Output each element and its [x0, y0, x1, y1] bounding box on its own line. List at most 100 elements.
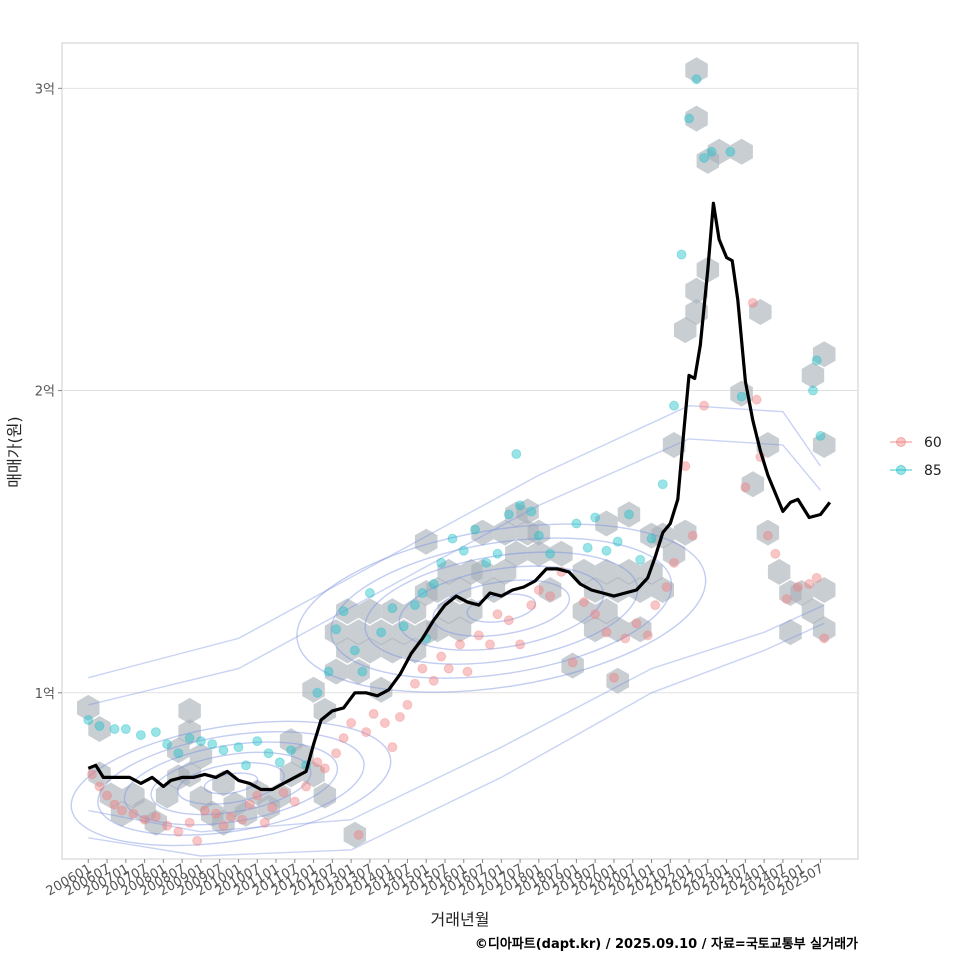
- point-60: [312, 757, 323, 768]
- point-60: [225, 811, 236, 822]
- point-60: [515, 639, 526, 650]
- point-60: [319, 763, 330, 774]
- hex-bin: [801, 598, 825, 625]
- hex-bin: [313, 697, 337, 724]
- hex-bin: [99, 782, 123, 809]
- density-contour: [123, 741, 339, 826]
- hex-bin: [756, 519, 780, 546]
- point-85: [364, 588, 375, 599]
- point-60: [526, 600, 537, 611]
- density-contour-band: [88, 438, 822, 706]
- point-60: [387, 742, 398, 753]
- hex-bin: [617, 558, 641, 585]
- density-contour: [330, 537, 673, 679]
- hex-bin: [685, 277, 708, 304]
- point-60: [436, 651, 447, 662]
- point-85: [312, 687, 323, 698]
- hex-bin: [583, 616, 607, 643]
- point-85: [184, 733, 195, 744]
- hex-bin: [629, 577, 652, 603]
- hex-bin: [167, 737, 190, 764]
- hex-bin: [662, 540, 686, 567]
- point-60: [578, 597, 589, 608]
- point-60: [747, 297, 758, 308]
- point-85: [807, 385, 818, 396]
- hex-bin: [493, 519, 517, 546]
- point-85: [357, 666, 368, 677]
- point-60: [751, 394, 762, 405]
- y-axis-title: 매매가(원): [5, 416, 24, 487]
- point-60: [473, 630, 484, 641]
- hex-bin: [741, 471, 765, 498]
- legend-label-85: 85: [924, 463, 942, 479]
- hex-bin: [414, 528, 438, 555]
- point-85: [150, 727, 161, 738]
- point-60: [781, 594, 792, 605]
- point-60: [590, 609, 601, 620]
- point-85: [571, 518, 582, 529]
- hex-bin: [343, 821, 367, 848]
- density-contour-band: [88, 622, 825, 857]
- x-axis-ticks: 2006012006072007012007072008012008072009…: [44, 859, 826, 899]
- point-85: [338, 606, 349, 617]
- point-85: [492, 548, 503, 559]
- point-60: [770, 548, 781, 559]
- hex-bin: [324, 658, 348, 685]
- point-60: [139, 814, 150, 825]
- hex-bin: [550, 540, 573, 567]
- point-85: [699, 152, 710, 163]
- point-85: [582, 542, 593, 553]
- point-60: [443, 663, 454, 674]
- hex-bin: [572, 598, 596, 625]
- point-60: [804, 578, 815, 589]
- point-60: [687, 530, 698, 541]
- point-85: [684, 113, 695, 124]
- point-60: [545, 591, 556, 602]
- point-85: [323, 666, 334, 677]
- grid: [62, 87, 858, 694]
- point-60: [699, 400, 710, 411]
- point-85: [526, 506, 537, 517]
- hex-bin: [730, 138, 753, 165]
- point-60: [259, 817, 270, 828]
- hex-bin: [812, 432, 836, 458]
- hex-bin: [812, 616, 836, 643]
- point-85: [398, 621, 409, 632]
- density-contour: [177, 762, 285, 805]
- point-60: [361, 727, 372, 738]
- point-60: [601, 627, 612, 638]
- point-60: [87, 769, 98, 780]
- point-60: [417, 663, 428, 674]
- point-60: [402, 699, 413, 710]
- hex-bin: [629, 616, 652, 643]
- point-85: [601, 545, 612, 556]
- point-60: [567, 657, 578, 668]
- point-60: [462, 666, 473, 677]
- point-85: [815, 430, 826, 441]
- point-85: [387, 603, 398, 614]
- hex-bin: [505, 540, 528, 567]
- point-85: [94, 721, 105, 732]
- point-85: [811, 355, 822, 366]
- point-85: [657, 479, 668, 490]
- point-60: [331, 748, 342, 759]
- point-85: [503, 509, 514, 520]
- hex-bin: [347, 619, 370, 646]
- point-85: [736, 391, 747, 402]
- point-85: [417, 588, 428, 599]
- hex-bin: [527, 519, 551, 546]
- y-tick-label: 2억: [35, 385, 55, 400]
- point-60: [94, 781, 105, 792]
- point-60: [199, 805, 210, 816]
- point-85: [173, 748, 184, 759]
- hex-bin: [212, 809, 235, 836]
- hex-bin: [662, 432, 686, 458]
- hex-bin: [812, 577, 836, 603]
- point-85: [515, 500, 526, 511]
- point-60: [394, 711, 405, 722]
- point-60: [218, 820, 229, 831]
- y-axis-ticks: 1억 2억 3억: [35, 82, 62, 702]
- hex-bin: [471, 519, 494, 546]
- point-60: [762, 530, 773, 541]
- point-85: [646, 533, 657, 544]
